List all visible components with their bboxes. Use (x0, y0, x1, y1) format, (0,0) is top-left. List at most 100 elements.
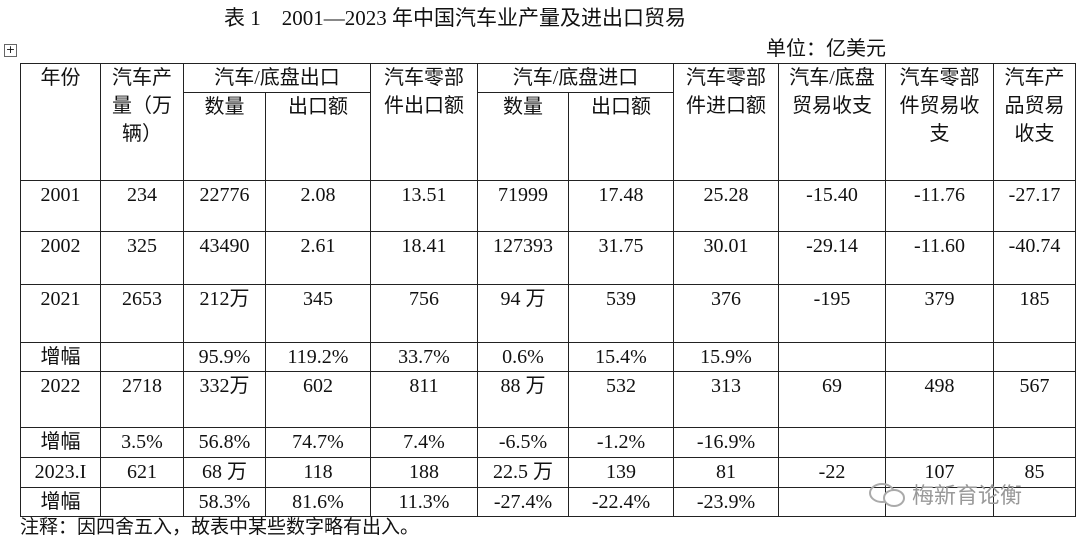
table-cell: 69 (778, 371, 886, 428)
table-cell: 增幅 (20, 487, 101, 517)
empty-cell (885, 342, 994, 372)
table-row: 2001 234 22776 2.08 13.51 71999 17.48 25.28 -15.… (20, 180, 1076, 232)
data-table: 年份 汽车产量（万辆） 汽车/底盘出口 汽车零部件出口额 汽车/底盘进口 汽车零部件进口额… (20, 63, 1076, 517)
table-cell: 81.6% (265, 487, 371, 517)
title: 表 1 2001—2023 年中国汽车业产量及进出口贸易 (224, 6, 686, 30)
table-cell: -22 (778, 457, 886, 488)
empty-cell (100, 487, 184, 517)
table-cell: 17.48 (568, 180, 674, 232)
empty-cell (100, 342, 184, 372)
table-cell: 376 (673, 284, 779, 343)
table-cell: 332万 (183, 371, 266, 428)
table-cell: -22.4% (568, 487, 674, 517)
table-cell: 2002 (20, 231, 101, 285)
table-cell: 增幅 (20, 342, 101, 372)
table-handle[interactable]: + (4, 43, 17, 57)
table-cell: 2022 (20, 371, 101, 428)
table-cell: 43490 (183, 231, 266, 285)
table-cell: 811 (370, 371, 478, 428)
table-cell: -23.9% (673, 487, 779, 517)
table-cell: 185 (993, 284, 1076, 343)
header-cell: 汽车产品贸易收支 (993, 63, 1076, 181)
table-cell: 74.7% (265, 427, 371, 458)
header-sub: 出口额 (568, 92, 674, 181)
table-cell: 58.3% (183, 487, 266, 517)
table-cell: 7.4% (370, 427, 478, 458)
table-cell: 621 (100, 457, 184, 488)
header-cell: 汽车零部件贸易收支 (885, 63, 994, 181)
table-cell: 345 (265, 284, 371, 343)
table-row: 2022 2718 332万 602 811 88 万 532 313 69 498 567 (20, 371, 1076, 428)
header-cell: 汽车/底盘贸易收支 (778, 63, 886, 181)
unit: 单位：亿美元 (766, 38, 886, 60)
table-cell: 56.8% (183, 427, 266, 458)
table-cell: -11.76 (885, 180, 994, 232)
table-row: 增幅 58.3% 81.6% 11.3% -27.4% -22.4% -23.9% (20, 487, 1076, 517)
table-cell: 18.41 (370, 231, 478, 285)
header-row: 数量 出口额 数量 出口额 (21, 92, 1076, 181)
table-cell: 756 (370, 284, 478, 343)
empty-cell (778, 487, 886, 517)
header-sub: 数量 (183, 92, 266, 181)
header-cell: 汽车产量（万辆） (100, 63, 184, 181)
header-sub: 数量 (477, 92, 569, 181)
table-cell: 22776 (183, 180, 266, 232)
table-cell: 85 (993, 457, 1076, 488)
table-cell: 25.28 (673, 180, 779, 232)
empty-cell (885, 427, 994, 458)
table-cell: 30.01 (673, 231, 779, 285)
table-cell: 212万 (183, 284, 266, 343)
table-cell: 3.5% (100, 427, 184, 458)
table-cell: 602 (265, 371, 371, 428)
table-cell: 188 (370, 457, 478, 488)
table-cell: 2653 (100, 284, 184, 343)
table-cell: -15.40 (778, 180, 886, 232)
table-cell: -11.60 (885, 231, 994, 285)
table-row: 2021 2653 212万 345 756 94 万 539 376 -195 379 185 (20, 284, 1076, 343)
table-cell: 325 (100, 231, 184, 285)
empty-cell (993, 342, 1076, 372)
table-cell: 2021 (20, 284, 101, 343)
table-row: 增幅 95.9% 119.2% 33.7% 0.6% 15.4% 15.9% (20, 342, 1076, 372)
header-cell: 年份 (20, 63, 101, 181)
table-cell: 234 (100, 180, 184, 232)
table-cell: 2001 (20, 180, 101, 232)
table-cell: 2718 (100, 371, 184, 428)
empty-cell (993, 427, 1076, 458)
table-cell: 139 (568, 457, 674, 488)
table-cell: 95.9% (183, 342, 266, 372)
table-cell: 81 (673, 457, 779, 488)
table-cell: 33.7% (370, 342, 478, 372)
table-cell: 0.6% (477, 342, 569, 372)
table-cell: 68 万 (183, 457, 266, 488)
table-cell: 71999 (477, 180, 569, 232)
table-cell: -40.74 (993, 231, 1076, 285)
table-row: 2002 325 43490 2.61 18.41 127393 31.75 30.01 -29… (20, 231, 1076, 285)
table-cell: -16.9% (673, 427, 779, 458)
table-cell: -6.5% (477, 427, 569, 458)
table-cell: 379 (885, 284, 994, 343)
table-cell: -1.2% (568, 427, 674, 458)
table-cell: -27.17 (993, 180, 1076, 232)
table-cell: -195 (778, 284, 886, 343)
table-cell: 532 (568, 371, 674, 428)
table-cell: 22.5 万 (477, 457, 569, 488)
table-cell: 498 (885, 371, 994, 428)
header-cell: 汽车零部件进口额 (673, 63, 779, 181)
table-cell: -29.14 (778, 231, 886, 285)
table-cell: 31.75 (568, 231, 674, 285)
table-cell: 539 (568, 284, 674, 343)
watermark-icon (869, 483, 905, 507)
table-cell: 2023.I (20, 457, 101, 488)
table-cell: 15.9% (673, 342, 779, 372)
table-cell: 15.4% (568, 342, 674, 372)
header-cell: 汽车零部件出口额 (370, 63, 478, 181)
watermark: 梅新育论衡 (912, 484, 1023, 509)
header-row: 年份 汽车产量（万辆） 汽车/底盘出口 汽车零部件出口额 汽车/底盘进口 汽车零部件进口额… (20, 63, 1076, 181)
table-cell: 313 (673, 371, 779, 428)
table-cell: 2.08 (265, 180, 371, 232)
table-cell: 127393 (477, 231, 569, 285)
table-cell: 107 (885, 457, 994, 488)
table-row: 2023.I 621 68 万 118 188 22.5 万 139 81 -22 107 85 (20, 457, 1076, 488)
